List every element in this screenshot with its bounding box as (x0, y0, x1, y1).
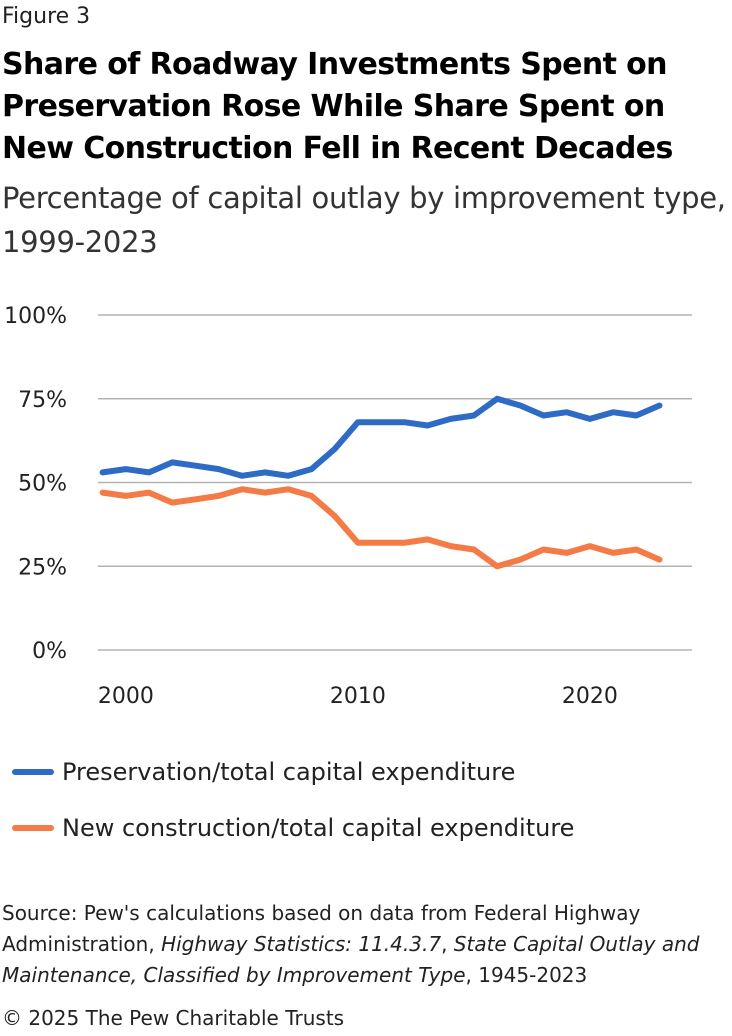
x-tick-label-2010: 2010 (330, 684, 386, 709)
legend: Preservation/total capital expenditure N… (12, 744, 574, 856)
source-sep: , (441, 932, 454, 956)
series-line-new-construction (99, 486, 663, 570)
source-suffix: , 1945-2023 (465, 963, 588, 987)
source-title-2: State Capital Outlay and Maintenance, Cl… (2, 932, 700, 987)
source-title-1: Highway Statistics: 11.4.3.7 (161, 932, 442, 956)
legend-swatch-preservation (12, 769, 54, 775)
y-tick-label-50: 50% (18, 472, 67, 497)
chart-subtitle: Percentage of capital outlay by improvem… (2, 181, 726, 259)
source-prefix: Source: Pew's calculations based on data… (2, 901, 641, 956)
copyright: © 2025 The Pew Charitable Trusts (2, 1006, 345, 1030)
y-tick-label-25: 25% (18, 555, 67, 580)
chart-title: Share of Roadway Investments Spent on Pr… (2, 47, 673, 166)
legend-item-preservation: Preservation/total capital expenditure (12, 744, 574, 800)
x-tick-label-2000: 2000 (98, 684, 154, 709)
x-tick-label-2020: 2020 (562, 684, 618, 709)
line-chart: 0% 25% 50% 75% 100% 2000 2010 2020 (4, 304, 692, 709)
legend-item-new-construction: New construction/total capital expenditu… (12, 800, 574, 856)
series-line-preservation (99, 395, 663, 479)
legend-label-new-construction: New construction/total capital expenditu… (62, 814, 575, 842)
y-tick-label-75: 75% (18, 388, 67, 413)
legend-label-preservation: Preservation/total capital expenditure (62, 758, 516, 786)
source-note: Source: Pew's calculations based on data… (2, 898, 727, 991)
figure-label: Figure 3 (2, 4, 91, 29)
legend-swatch-new-construction (12, 825, 54, 831)
y-tick-label-100: 100% (4, 304, 67, 329)
y-tick-label-0: 0% (32, 639, 67, 664)
